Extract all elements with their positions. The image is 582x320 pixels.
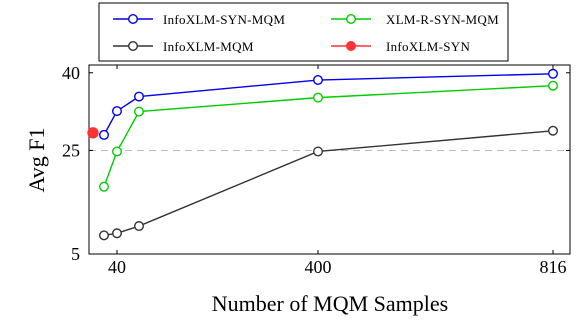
data-point-1-1	[113, 147, 122, 156]
data-point-1-2	[135, 107, 144, 116]
data-point-2-0	[100, 231, 109, 240]
x-tick-label-1: 400	[305, 257, 332, 277]
data-point-0-3	[314, 76, 323, 85]
data-point-2-2	[135, 222, 144, 231]
x-axis-title: Number of MQM Samples	[212, 291, 448, 316]
data-point-0-4	[549, 70, 558, 79]
series-3	[88, 128, 98, 138]
series-0	[100, 70, 558, 140]
series-line-0	[104, 74, 553, 135]
data-point-1-0	[100, 182, 109, 191]
data-point-3-0	[88, 128, 98, 138]
plot-frame	[89, 65, 570, 254]
data-point-1-3	[314, 93, 323, 102]
legend-label-2: InfoXLM-MQM	[163, 39, 254, 54]
data-point-0-2	[135, 92, 144, 101]
data-point-0-0	[100, 131, 109, 140]
y-axis-title: Avg F1	[24, 128, 49, 193]
series-2	[100, 126, 558, 239]
y-tick-label-2: 40	[62, 63, 80, 83]
legend-label-1: XLM-R-SYN-MQM	[386, 12, 499, 27]
series-line-2	[104, 131, 553, 236]
y-tick-label-1: 25	[62, 140, 80, 160]
data-point-0-1	[113, 107, 122, 116]
data-point-2-3	[314, 147, 323, 156]
legend: InfoXLM-SYN-MQM XLM-R-SYN-MQM InfoXLM-MQ…	[99, 3, 508, 61]
series-layer	[88, 70, 557, 240]
legend-label-3: InfoXLM-SYN	[386, 39, 470, 54]
x-tick-label-0: 40	[108, 257, 126, 277]
data-point-2-4	[549, 126, 558, 135]
y-tick-label-0: 5	[71, 244, 80, 264]
x-tick-label-2: 816	[540, 257, 567, 277]
data-point-1-4	[549, 81, 558, 90]
legend-label-0: InfoXLM-SYN-MQM	[163, 12, 285, 27]
data-point-2-1	[113, 229, 122, 238]
